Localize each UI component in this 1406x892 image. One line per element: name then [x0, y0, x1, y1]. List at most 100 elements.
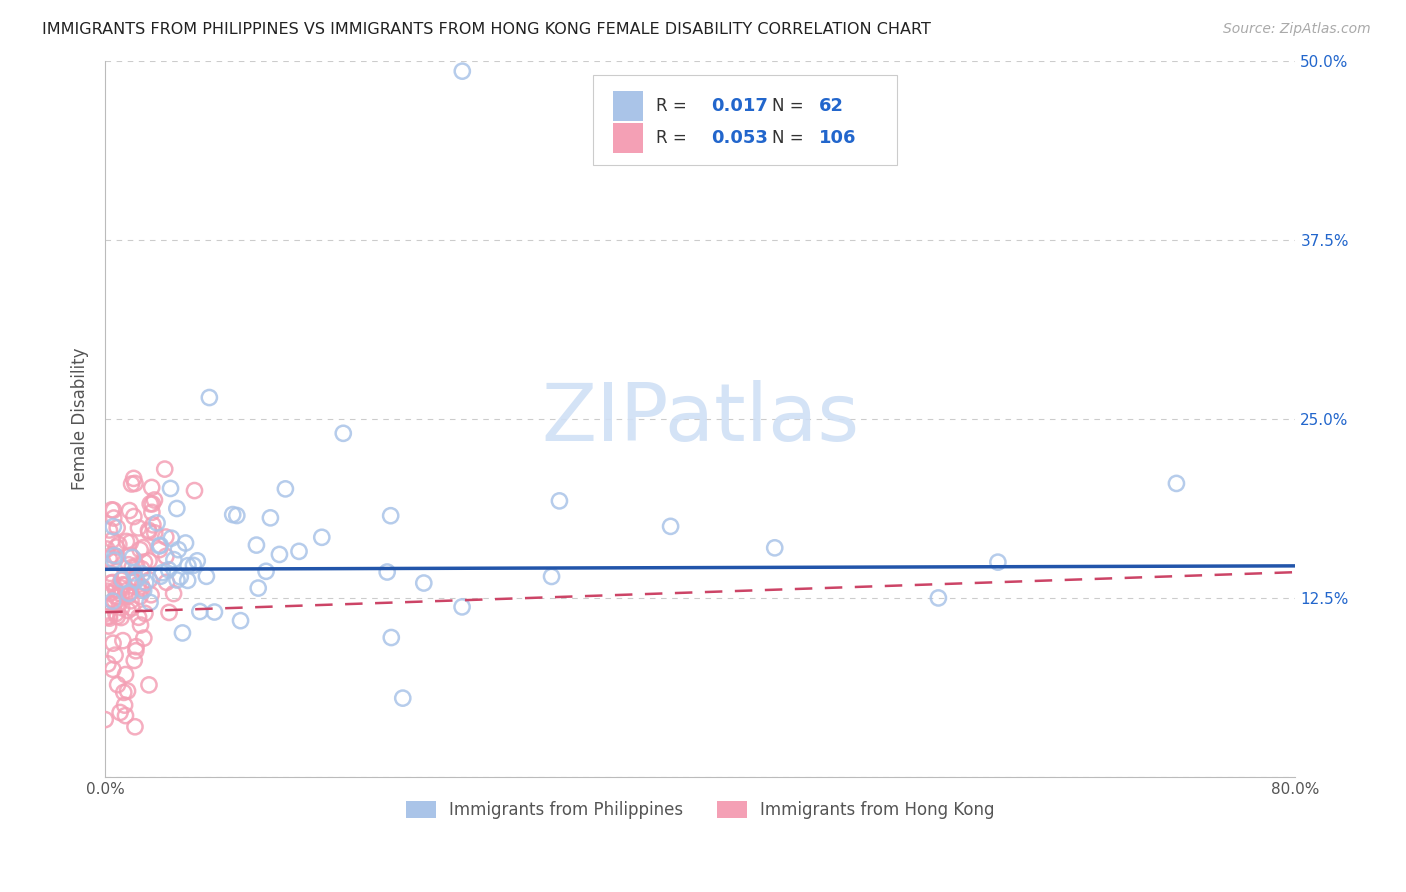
Point	[148, 542, 170, 557]
Point	[96, 610, 118, 624]
Point	[131, 579, 153, 593]
Point	[108, 597, 131, 611]
Point	[129, 590, 152, 604]
Point	[94, 713, 117, 727]
Point	[127, 521, 149, 535]
Point	[121, 550, 143, 565]
Point	[112, 685, 135, 699]
Point	[146, 516, 169, 530]
Point	[380, 631, 402, 645]
Point	[105, 540, 128, 554]
Point	[120, 585, 142, 599]
Point	[204, 605, 226, 619]
Point	[141, 480, 163, 494]
Point	[120, 549, 142, 563]
Point	[112, 578, 135, 592]
Point	[128, 610, 150, 624]
Point	[120, 535, 142, 549]
Text: R =: R =	[657, 128, 692, 146]
Point	[125, 573, 148, 587]
Text: 0.053: 0.053	[711, 128, 768, 146]
FancyBboxPatch shape	[613, 91, 643, 121]
Point	[100, 586, 122, 600]
Point	[157, 606, 180, 620]
Point	[169, 570, 191, 584]
Point	[174, 536, 197, 550]
Point	[138, 573, 160, 587]
Point	[132, 583, 155, 598]
Point	[451, 64, 474, 78]
Point	[139, 588, 162, 602]
Point	[104, 595, 127, 609]
FancyBboxPatch shape	[593, 76, 897, 165]
Point	[97, 657, 120, 671]
Point	[114, 698, 136, 713]
Point	[155, 575, 177, 590]
Y-axis label: Female Disability: Female Disability	[72, 348, 89, 491]
Text: R =: R =	[657, 97, 692, 115]
Text: 0.017: 0.017	[711, 97, 768, 115]
Point	[183, 483, 205, 498]
Point	[122, 653, 145, 667]
Point	[120, 594, 142, 608]
Point	[375, 565, 398, 579]
Point	[124, 720, 146, 734]
Point	[125, 558, 148, 573]
Legend: Immigrants from Philippines, Immigrants from Hong Kong: Immigrants from Philippines, Immigrants …	[399, 794, 1001, 826]
Point	[659, 519, 682, 533]
Point	[247, 581, 270, 595]
Point	[97, 619, 120, 633]
Point	[311, 530, 333, 544]
Point	[451, 599, 474, 614]
FancyBboxPatch shape	[613, 123, 643, 153]
Point	[153, 462, 176, 476]
Point	[118, 503, 141, 517]
Point	[121, 601, 143, 615]
Point	[98, 551, 121, 566]
Point	[129, 618, 152, 632]
Point	[101, 548, 124, 562]
Point	[112, 578, 135, 592]
Point	[274, 482, 297, 496]
Point	[412, 576, 434, 591]
Point	[143, 493, 166, 508]
Point	[927, 591, 949, 605]
Point	[125, 640, 148, 654]
Point	[143, 525, 166, 540]
Point	[115, 583, 138, 598]
Point	[131, 567, 153, 582]
Point	[101, 594, 124, 608]
Point	[229, 614, 252, 628]
Point	[110, 573, 132, 587]
Point	[111, 633, 134, 648]
Point	[132, 631, 155, 645]
Point	[548, 494, 571, 508]
Point	[142, 517, 165, 532]
Point	[110, 610, 132, 624]
Point	[108, 706, 131, 720]
Point	[166, 573, 188, 587]
Point	[117, 684, 139, 698]
Point	[121, 560, 143, 574]
Point	[107, 678, 129, 692]
Point	[122, 574, 145, 589]
Point	[380, 508, 402, 523]
Point	[125, 644, 148, 658]
Point	[186, 554, 208, 568]
Point	[540, 569, 562, 583]
Point	[149, 569, 172, 583]
Text: IMMIGRANTS FROM PHILIPPINES VS IMMIGRANTS FROM HONG KONG FEMALE DISABILITY CORRE: IMMIGRANTS FROM PHILIPPINES VS IMMIGRANT…	[42, 22, 931, 37]
Point	[288, 544, 311, 558]
Point	[117, 603, 139, 617]
Point	[111, 600, 134, 615]
Point	[138, 524, 160, 539]
Point	[157, 563, 180, 577]
Point	[104, 582, 127, 597]
Point	[129, 542, 152, 557]
Point	[166, 501, 188, 516]
Point	[104, 607, 127, 621]
Point	[103, 553, 125, 567]
Point	[122, 566, 145, 580]
Point	[155, 530, 177, 544]
Point	[132, 541, 155, 555]
